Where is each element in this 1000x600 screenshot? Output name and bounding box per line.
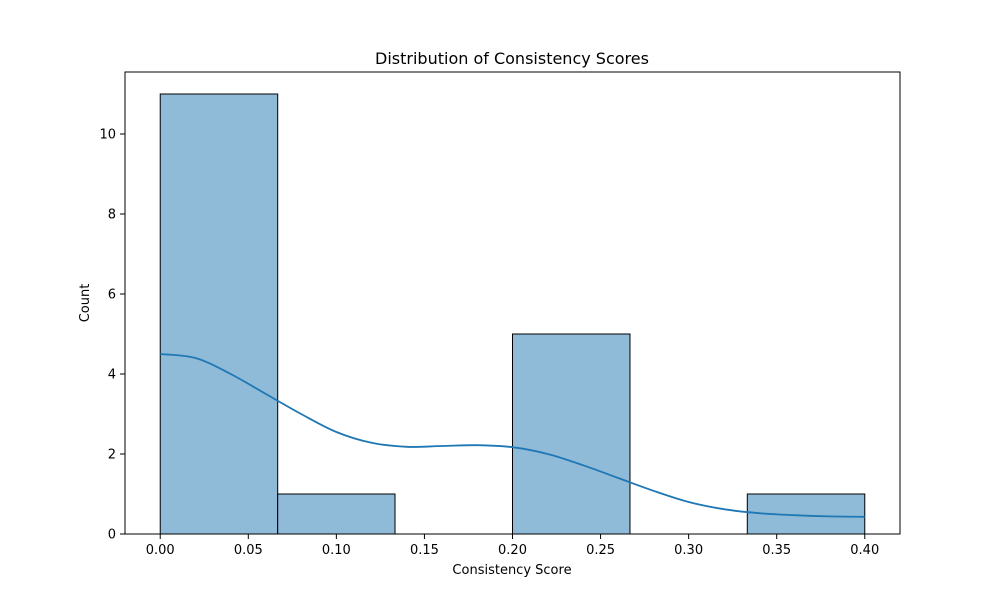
y-tick-label: 10: [99, 128, 116, 143]
x-tick-label: 0.15: [410, 543, 439, 558]
kde-curve: [160, 353, 865, 518]
bars-group: [159, 93, 866, 535]
y-tick-label: 4: [108, 368, 116, 383]
y-tick-label: 0: [108, 528, 116, 543]
chart-title: Distribution of Consistency Scores: [375, 49, 649, 68]
x-axis-label: Consistency Score: [452, 563, 571, 578]
x-tick-label: 0.00: [146, 543, 175, 558]
y-tick-label: 6: [108, 288, 116, 303]
x-tick-label: 0.20: [498, 543, 527, 558]
x-axis-ticks: 0.00 0.05 0.10 0.15 0.20 0.25 0.30 0.35 0.40: [146, 534, 879, 558]
x-tick-label: 0.35: [762, 543, 791, 558]
y-axis-ticks: 0 2 4 6 8 10: [99, 128, 125, 543]
x-tick-label: 0.05: [234, 543, 263, 558]
histogram-bar-3: [512, 333, 631, 535]
x-tick-label: 0.25: [586, 543, 615, 558]
x-tick-label: 0.10: [322, 543, 351, 558]
histogram-bar-0: [159, 93, 279, 535]
histogram-bar-1: [277, 493, 396, 535]
y-axis-label: Count: [78, 284, 93, 323]
y-tick-label: 8: [108, 208, 116, 223]
x-tick-label: 0.30: [674, 543, 703, 558]
y-tick-label: 2: [108, 448, 116, 463]
x-tick-label: 0.40: [850, 543, 879, 558]
